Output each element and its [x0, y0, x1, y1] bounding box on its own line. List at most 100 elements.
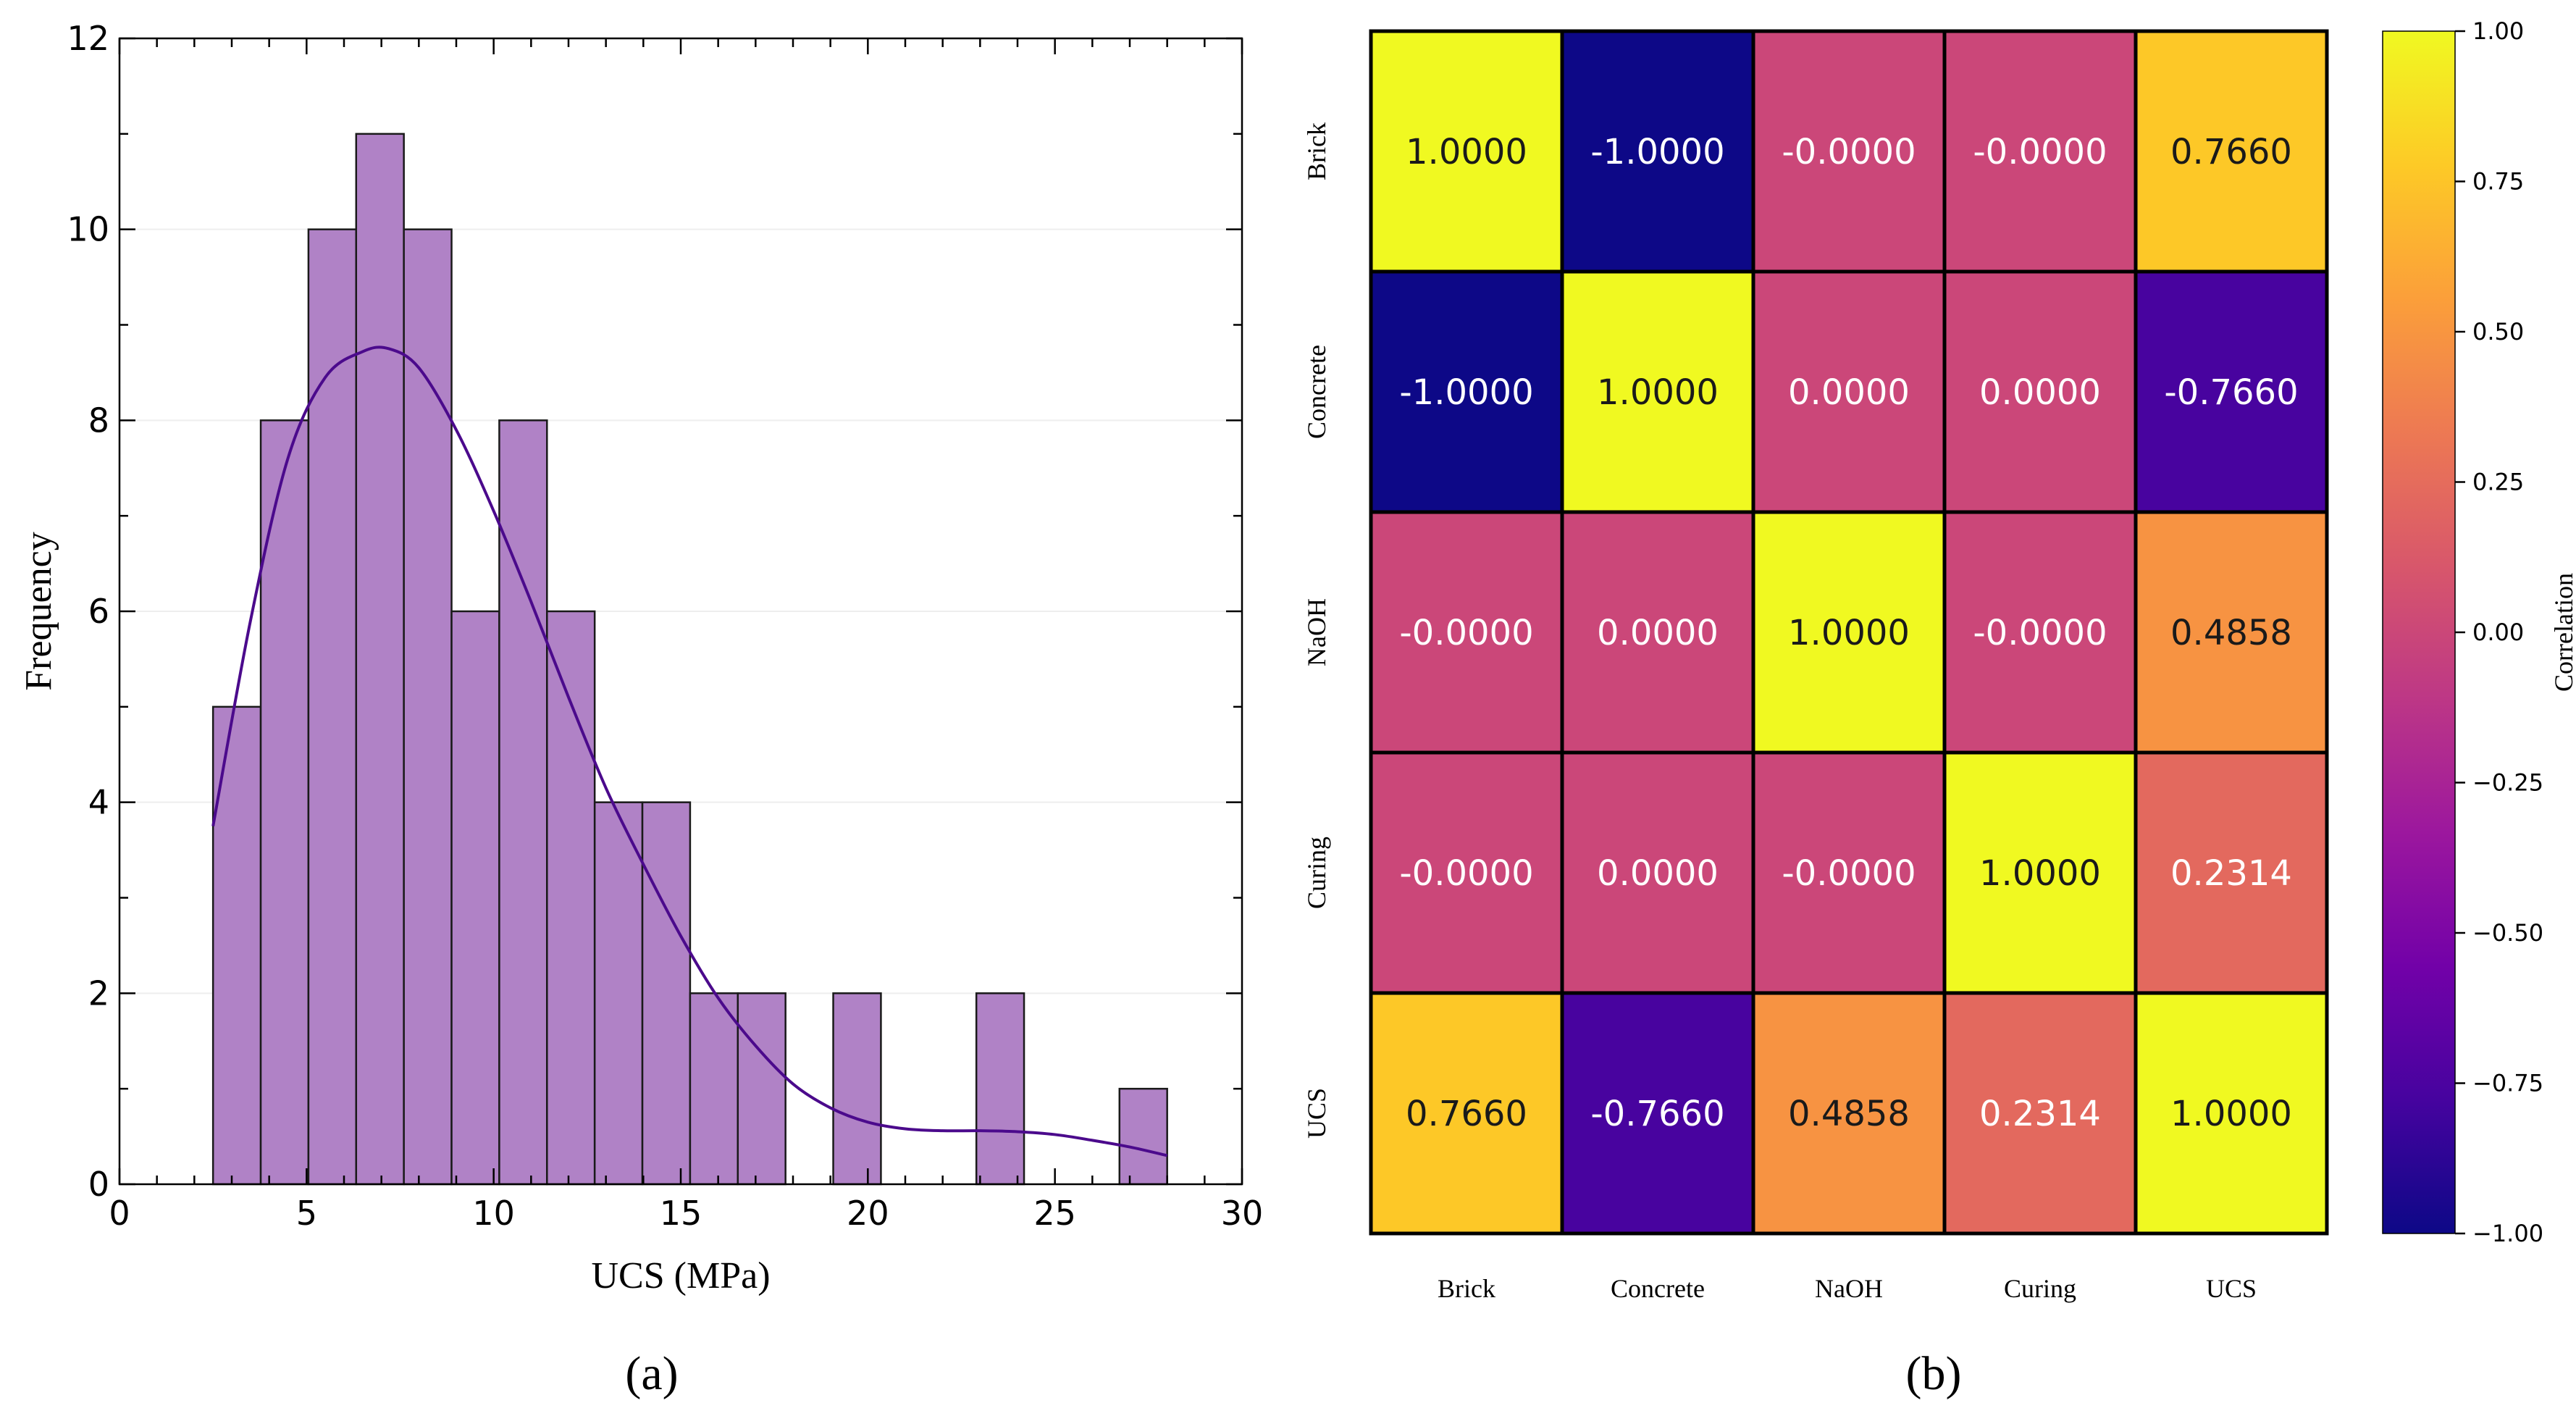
colorbar-ticks: 1.00 0.75 0.50 0.25 0.00 −0.25 −0.50 −0.75 −1.00	[2455, 17, 2543, 1247]
heatmap-row-label: Brick	[1302, 122, 1331, 180]
y-tick-label: 4	[88, 783, 109, 822]
y-tick-label: 10	[67, 210, 109, 249]
heatmap-cell-value: 1.0000	[1597, 372, 1719, 413]
heatmap-column-labels: Brick Concrete NaOH Curing UCS	[1438, 1274, 2257, 1303]
heatmap-row-label: Curing	[1302, 837, 1331, 909]
x-tick-label: 0	[109, 1194, 130, 1233]
heatmap-cell	[2134, 510, 2329, 755]
heatmap-cell-value: 0.7660	[1406, 1094, 1527, 1134]
heatmap-cell-value: -0.0000	[1973, 132, 2107, 172]
y-tick-label: 2	[88, 973, 109, 1013]
heatmap-cell-value: 0.4858	[1788, 1094, 1910, 1134]
colorbar-tick-label: 0.25	[2472, 469, 2524, 496]
histogram-bar	[593, 801, 644, 1186]
heatmap-cell	[1751, 750, 1947, 995]
heatmap-cell-value: 0.4858	[2170, 613, 2292, 653]
y-tick-label: 8	[88, 401, 109, 440]
heatmap-cell-value: -0.7660	[2164, 372, 2298, 413]
heatmap-cell	[1942, 750, 2138, 995]
histogram-bars	[211, 133, 1168, 1186]
heatmap-cell	[1751, 269, 1947, 514]
heatmap-cell-value: 0.0000	[1979, 372, 2101, 413]
heatmap-cell-value: -1.0000	[1399, 372, 1533, 413]
histogram-bar	[498, 419, 548, 1186]
y-tick-label: 0	[88, 1165, 109, 1204]
heatmap-cell	[1560, 510, 1755, 755]
colorbar: 1.00 0.75 0.50 0.25 0.00 −0.25 −0.50 −0.75 −1.00…	[2382, 17, 2576, 1247]
histogram-bar	[689, 992, 739, 1186]
heatmap-column-label: Curing	[2004, 1274, 2076, 1303]
heatmap-cell	[1369, 991, 1564, 1236]
y-tick-label: 6	[88, 592, 109, 631]
colorbar-tick-label: 0.50	[2472, 318, 2524, 345]
histogram-bar	[975, 992, 1025, 1186]
caption-a: (a)	[625, 1347, 678, 1400]
x-tick-label: 20	[847, 1194, 889, 1233]
heatmap-cell	[1751, 510, 1947, 755]
heatmap-cell-value: 0.0000	[1597, 853, 1719, 894]
colorbar-tick-label: 0.00	[2472, 619, 2524, 646]
heatmap-cell-value: -1.0000	[1590, 132, 1724, 172]
heatmap-cell-value: 1.0000	[1979, 853, 2101, 894]
heatmap-cell	[1369, 510, 1564, 755]
heatmap-cell-value: 1.0000	[1788, 613, 1910, 653]
colorbar-label: Correlation	[2549, 573, 2576, 692]
x-tick-label: 5	[296, 1194, 317, 1233]
heatmap-row-label: NaOH	[1302, 598, 1331, 666]
colorbar-tick-label: 0.75	[2472, 168, 2524, 196]
histogram-bar	[832, 992, 882, 1186]
heatmap-cell	[1560, 29, 1755, 274]
heatmap-cell	[2134, 29, 2329, 274]
heatmap-cell-value: -0.0000	[1399, 853, 1533, 894]
colorbar-tick-label: −1.00	[2472, 1220, 2543, 1247]
heatmap-cell-value: -0.0000	[1782, 132, 1916, 172]
heatmap-cell-value: -0.0000	[1973, 613, 2107, 653]
heatmap-cell	[1369, 750, 1564, 995]
heatmap-column-label: Concrete	[1611, 1274, 1705, 1303]
histogram-panel: 0 5 10 15 20 25 30 0 2 4 6 8 10 12 UCS (MPa) Frequen…	[18, 19, 1263, 1400]
x-tick-label: 25	[1033, 1194, 1076, 1233]
histogram-bar	[641, 801, 692, 1186]
x-tick-label: 15	[660, 1194, 702, 1233]
histogram-bar	[546, 610, 596, 1186]
heatmap-panel: 1.0000 -1.0000 -0.0000 -0.0000 0.7660 -1.0000…	[1302, 29, 2329, 1400]
kde-curve	[211, 345, 1168, 1157]
colorbar-tick-label: −0.75	[2472, 1070, 2543, 1097]
histogram-bar	[1118, 1087, 1168, 1186]
x-tick-label: 10	[472, 1194, 515, 1233]
heatmap-cell-value: 0.0000	[1597, 613, 1719, 653]
heatmap-cell	[1942, 510, 2138, 755]
heatmap-cells: 1.0000 -1.0000 -0.0000 -0.0000 0.7660 -1.0000…	[1369, 29, 2329, 1236]
heatmap-cell	[2134, 269, 2329, 514]
heatmap-cell-value: 0.0000	[1788, 372, 1910, 413]
x-tick-label: 30	[1221, 1194, 1264, 1233]
heatmap-cell-value: 0.7660	[2170, 132, 2292, 172]
heatmap-cell-value: 1.0000	[2170, 1094, 2292, 1134]
heatmap-row-labels: Brick Concrete NaOH Curing UCS	[1302, 122, 1331, 1139]
heatmap-cell	[2134, 991, 2329, 1236]
histogram-bar	[307, 228, 358, 1186]
caption-b: (b)	[1906, 1347, 1962, 1400]
heatmap-cell-value: -0.7660	[1590, 1094, 1724, 1134]
colorbar-tick-label: 1.00	[2472, 17, 2524, 45]
heatmap-cell-value: 1.0000	[1406, 132, 1527, 172]
colorbar-tick-label: −0.50	[2472, 919, 2543, 947]
histogram-bar	[450, 610, 500, 1186]
heatmap-row-label: UCS	[1302, 1088, 1331, 1139]
heatmap-cell	[1560, 991, 1755, 1236]
heatmap-cell-value: -0.0000	[1399, 613, 1533, 653]
heatmap-column-label: NaOH	[1815, 1274, 1883, 1303]
heatmap-cell	[1560, 750, 1755, 995]
heatmap-column-label: Brick	[1438, 1274, 1495, 1303]
colorbar-gradient	[2382, 30, 2456, 1234]
heatmap-cell	[1751, 991, 1947, 1236]
heatmap-cell	[1369, 269, 1564, 514]
histogram-x-axis-label: UCS (MPa)	[591, 1255, 770, 1296]
histogram-bar	[355, 133, 405, 1186]
heatmap-cell-value: -0.0000	[1782, 853, 1916, 894]
histogram-x-ticks: 0 5 10 15 20 25 30	[109, 38, 1263, 1233]
histogram-bar	[737, 992, 786, 1186]
heatmap-cell-value: 0.2314	[2170, 853, 2292, 894]
heatmap-cell	[1942, 991, 2138, 1236]
